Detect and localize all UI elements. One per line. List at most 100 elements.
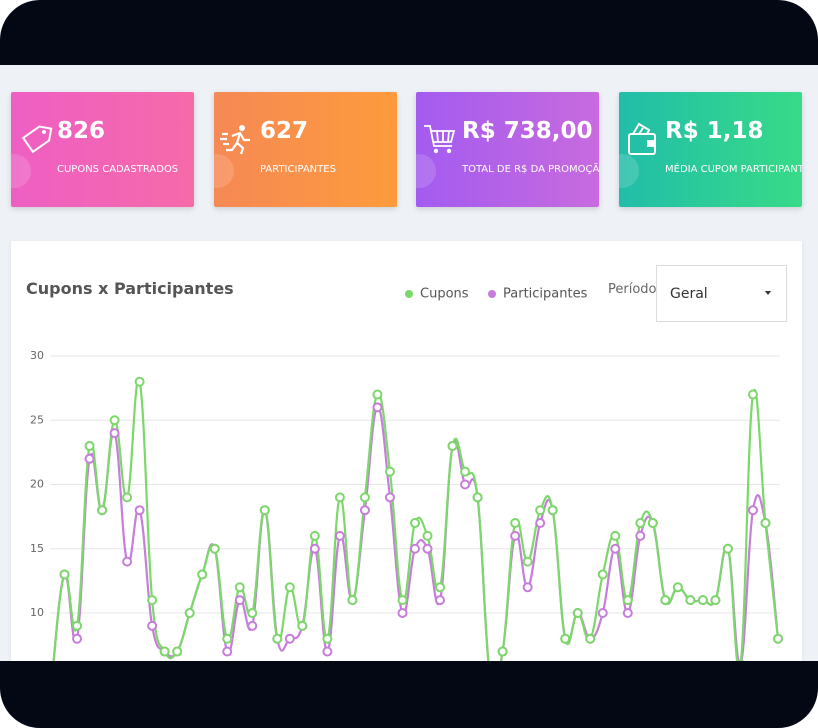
data-point [197,569,208,580]
data-point [109,428,120,439]
data-point [672,582,683,593]
y-tick-label: 20 [30,478,44,491]
stat-card: 627 PARTICIPANTES [214,92,397,207]
stat-card: 826 CUPONS CADASTRADOS [11,92,194,207]
data-point [547,505,558,516]
data-point [334,530,345,541]
legend-label: Cupons [420,287,469,302]
data-point [572,608,583,618]
data-point [209,543,220,554]
data-point [322,646,333,657]
data-point [610,530,621,541]
data-point [747,389,758,400]
stat-value: 627 [260,118,309,144]
stat-label: CUPONS CADASTRADOS [57,164,179,175]
data-point [322,633,333,644]
data-point [234,595,245,606]
runner-icon [220,125,250,155]
data-point [747,505,758,516]
stat-label: TOTAL DE R$ DA PROMOÇÃO [462,164,599,175]
data-point [109,415,120,426]
data-point [660,595,671,606]
y-tick-label: 30 [30,349,44,362]
period-select[interactable] [656,265,787,322]
data-point [72,620,83,631]
data-point [522,556,533,567]
data-point [510,530,521,541]
stat-label: PARTICIPANTES [260,164,336,175]
data-point [234,582,245,593]
stat-value: R$ 1,18 [665,118,764,144]
y-tick-label: 10 [30,606,44,619]
data-point [610,543,621,554]
data-point [334,492,345,503]
data-point [510,518,521,529]
data-point [773,633,783,644]
stat-value: R$ 738,00 [462,118,593,144]
data-point [622,608,633,618]
stat-card: R$ 738,00 TOTAL DE R$ DA PROMOÇÃO [416,92,599,207]
data-point [284,633,295,644]
chart: Cupons x Participantes Período: Geral 10… [26,265,787,661]
data-point [597,569,608,580]
y-tick-label: 15 [30,542,44,555]
series-line [52,406,780,661]
dropdown-arrow [765,291,771,295]
data-point [247,608,258,618]
data-point [384,466,395,477]
data-point [59,569,70,580]
data-point [522,582,533,593]
filter-label: Período: [608,282,661,297]
data-point [397,595,408,606]
decoration [214,154,234,188]
data-point [259,505,270,516]
data-point [159,646,170,657]
data-point [722,543,733,554]
data-point [222,633,233,644]
data-point [535,518,546,529]
plot-area [52,376,783,661]
stat-value: 826 [57,118,106,144]
chart-panel: Cupons x Participantes Período: Geral 10… [11,241,802,661]
data-point [122,556,133,567]
decoration [619,154,639,188]
data-point [622,595,633,606]
data-point [97,505,108,516]
data-point [309,543,320,554]
decoration [11,154,31,188]
data-point [372,402,383,413]
data-point [736,659,745,661]
select-value: Geral [670,286,708,302]
data-point [134,505,145,516]
data-point [635,518,646,529]
data-point [384,492,395,503]
data-point [460,479,471,490]
data-point [472,492,483,503]
data-point [72,633,83,644]
data-point [710,595,721,606]
data-point [460,466,471,477]
data-point [635,530,646,541]
data-point [447,440,458,451]
tag-icon [21,125,53,154]
data-point [435,582,446,593]
data-point [435,595,446,606]
data-point [309,530,320,541]
data-point [184,608,195,618]
data-point [359,492,370,503]
data-point [372,389,383,400]
data-point [147,620,158,631]
data-point [134,376,145,387]
data-point [697,595,708,606]
legend-label: Participantes [503,287,588,302]
chart-title: Cupons x Participantes [26,279,234,298]
stat-label: MÉDIA CUPOM PARTICIPANTE [665,164,802,175]
data-point [247,620,258,631]
legend-marker [488,290,496,298]
wallet-icon [628,122,656,155]
data-point [172,646,183,657]
data-point [410,518,420,529]
data-point [422,543,433,554]
